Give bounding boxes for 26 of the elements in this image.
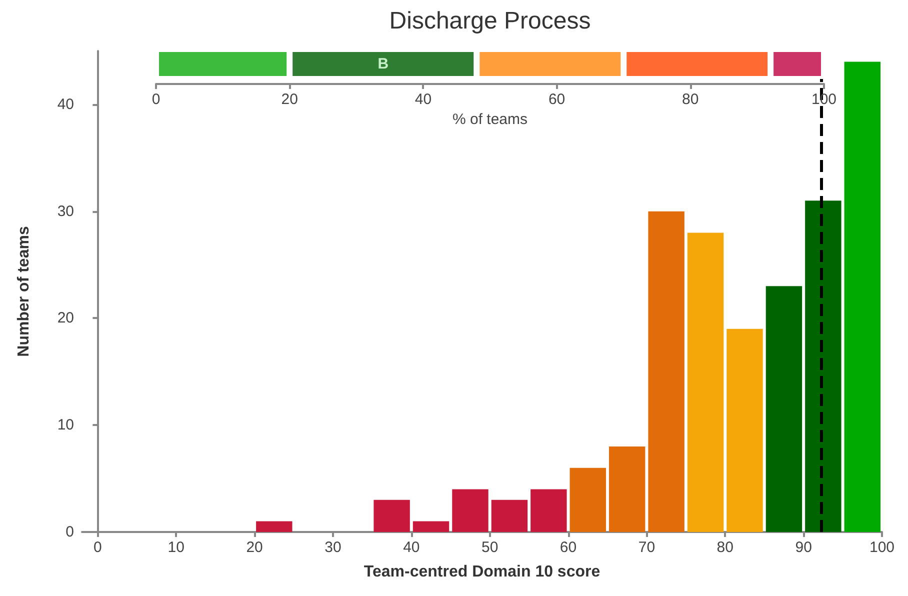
y-tick-label: 20	[57, 310, 74, 327]
x-tick-label: 80	[682, 91, 699, 108]
x-tick-label: 20	[281, 91, 298, 108]
x-tick-label: 50	[482, 539, 498, 556]
x-axis-title: Team-centred Domain 10 score	[364, 564, 600, 580]
y-tick-label: 30	[57, 202, 74, 220]
x-tick-label: 30	[324, 539, 342, 556]
data-label: B	[378, 56, 389, 72]
x-tick-label: 10	[168, 539, 184, 556]
x-tick-label: 60	[560, 539, 577, 556]
x-tick-label: 70	[638, 539, 656, 556]
x-tick-label: 60	[548, 91, 566, 108]
x-axis-title: % of teams	[452, 111, 528, 128]
x-tick-label: 0	[152, 91, 160, 108]
y-tick-label: 10	[57, 416, 74, 434]
x-tick-label: 100	[811, 91, 837, 108]
y-tick-label: 0	[66, 524, 74, 540]
x-tick-label: 40	[403, 539, 420, 556]
x-tick-label: 80	[716, 539, 734, 556]
x-tick-label: 0	[94, 539, 102, 556]
x-tick-label: 100	[869, 539, 895, 556]
y-axis-title: Number of teams	[16, 226, 32, 357]
chart-title: Discharge Process	[389, 8, 591, 34]
x-tick-label: 40	[414, 91, 432, 108]
x-tick-label: 20	[246, 539, 263, 556]
x-tick-label: 90	[795, 539, 812, 556]
